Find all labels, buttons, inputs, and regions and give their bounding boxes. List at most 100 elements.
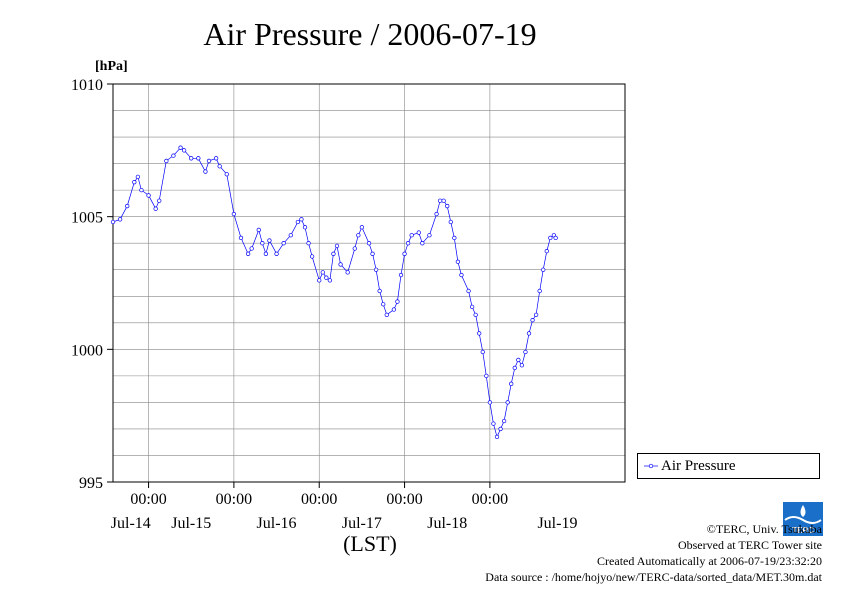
data-point: [213, 156, 219, 161]
created-text: Created Automatically at 2006-07-19/23:3…: [597, 554, 822, 568]
data-point: [206, 158, 212, 164]
data-point: [288, 233, 293, 238]
data-point: [491, 421, 496, 426]
data-point: [217, 164, 222, 169]
data-point: [295, 219, 301, 225]
data-point: [516, 357, 521, 363]
data-point: [203, 169, 208, 174]
legend-swatch-icon: [644, 463, 658, 469]
data-point: [196, 156, 201, 161]
data-point: [501, 418, 507, 424]
data-point: [256, 227, 261, 233]
data-point: [498, 426, 503, 432]
x-tick-label: 00:00: [386, 491, 422, 508]
data-point: [125, 203, 130, 209]
data-point: [302, 225, 308, 230]
data-point: [416, 230, 421, 235]
y-tick-label: 1010: [71, 77, 103, 94]
credits: ©TERC, Univ. Tsukuba Observed at TERC To…: [485, 521, 822, 585]
data-point: [441, 198, 446, 203]
data-point: [553, 235, 558, 241]
series-line-air-pressure: [112, 147, 556, 438]
x-axis-label: (LST): [343, 531, 397, 556]
data-point: [402, 251, 407, 256]
data-point: [306, 241, 311, 246]
data-point: [484, 373, 489, 379]
data-point: [356, 233, 361, 238]
y-axis-unit-label: [hPa]: [95, 59, 128, 74]
data-point: [459, 272, 464, 278]
data-point: [381, 302, 386, 307]
data-point: [437, 198, 443, 203]
data-point: [395, 299, 400, 304]
data-point: [164, 158, 169, 164]
data-point: [466, 288, 471, 294]
data-point: [477, 331, 482, 336]
x-date-label: Jul-15: [171, 515, 211, 532]
data-point: [427, 233, 432, 238]
terc-logo-icon: TERC: [783, 502, 823, 536]
data-point: [327, 278, 333, 283]
data-point: [317, 278, 322, 283]
data-point: [249, 246, 254, 251]
data-point: [519, 363, 525, 368]
data-point: [509, 381, 514, 386]
data-point: [537, 288, 542, 294]
data-point: [324, 275, 329, 280]
legend: Air Pressure: [637, 453, 820, 479]
data-point: [320, 270, 325, 275]
data-point: [523, 349, 528, 355]
data-source-text: Data source : /home/hojyo/new/TERC-data/…: [485, 570, 822, 584]
observed-text: Observed at TERC Tower site: [677, 538, 822, 552]
data-point: [434, 211, 439, 217]
data-point: [117, 217, 123, 222]
x-date-label: Jul-17: [342, 515, 382, 532]
data-point: [420, 241, 425, 246]
data-point: [480, 349, 485, 355]
y-tick-label: 1005: [71, 210, 103, 227]
data-point: [548, 235, 553, 241]
data-point: [263, 251, 269, 256]
data-point: [512, 365, 517, 371]
data-point: [231, 211, 237, 217]
copyright-text: ©TERC, Univ. Tsukuba: [706, 522, 822, 536]
data-point: [299, 217, 304, 222]
data-point: [181, 148, 187, 153]
chart-title: Air Pressure / 2006-07-19: [203, 16, 537, 52]
data-point: [260, 241, 265, 246]
x-tick-label: 00:00: [130, 491, 166, 508]
y-tick-label: 995: [79, 475, 103, 492]
logo-text: TERC: [792, 526, 814, 535]
data-point: [505, 400, 510, 405]
data-point: [135, 174, 141, 180]
data-point: [409, 233, 414, 238]
data-point: [469, 304, 475, 310]
data-point: [334, 243, 340, 249]
data-point: [405, 241, 411, 246]
data-point: [238, 235, 244, 241]
data-point: [533, 312, 539, 317]
data-point: [377, 288, 382, 294]
data-point: [473, 312, 478, 317]
data-point: [398, 272, 404, 278]
y-tick-label: 1000: [71, 342, 103, 359]
data-point: [526, 331, 532, 336]
data-point: [171, 153, 176, 158]
legend-label: Air Pressure: [661, 458, 736, 474]
data-point: [110, 219, 116, 225]
data-point: [391, 307, 397, 312]
data-point: [455, 259, 461, 264]
data-point: [153, 206, 158, 211]
data-point: [224, 172, 229, 177]
x-date-label: Jul-19: [537, 515, 577, 532]
data-point: [245, 251, 251, 256]
data-point: [132, 180, 137, 185]
data-point: [139, 187, 144, 193]
data-point: [359, 225, 365, 230]
x-date-label: Jul-18: [427, 515, 467, 532]
data-point: [178, 145, 183, 150]
x-date-label: Jul-14: [111, 515, 151, 532]
data-point: [530, 317, 535, 323]
data-point: [309, 254, 315, 259]
